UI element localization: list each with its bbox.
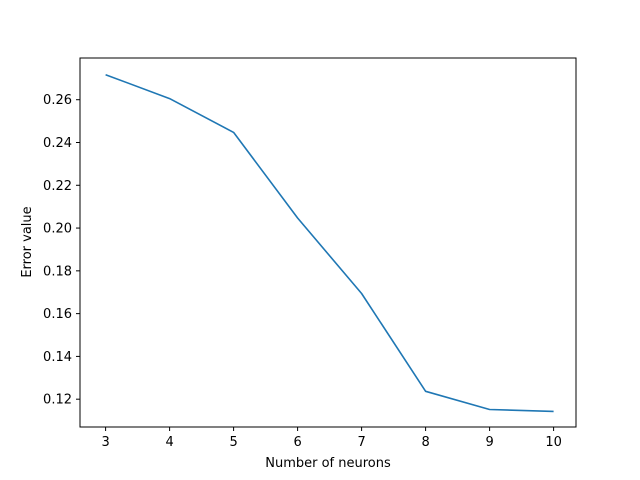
y-tick-label: 0.16	[43, 307, 72, 322]
y-tick-label: 0.24	[43, 136, 72, 151]
y-tick-label: 0.26	[43, 93, 72, 108]
x-tick-label: 6	[293, 435, 301, 450]
y-tick-label: 0.12	[43, 393, 72, 408]
x-tick-label: 5	[229, 435, 237, 450]
x-axis-ticks: 3 4 5 6 7 8 9 10	[101, 427, 562, 450]
x-tick-label: 7	[357, 435, 365, 450]
plot-frame	[79, 57, 577, 428]
series-layer	[105, 73, 554, 413]
x-axis-label: Number of neurons	[265, 456, 391, 471]
x-tick-label: 4	[165, 435, 173, 450]
y-tick-label: 0.18	[43, 264, 72, 279]
x-tick-label: 8	[421, 435, 429, 450]
y-tick-label: 0.14	[43, 350, 72, 365]
y-tick-label: 0.22	[43, 179, 72, 194]
x-tick-label: 3	[101, 435, 109, 450]
series-line	[105, 73, 554, 413]
y-axis-label: Error value	[20, 206, 35, 277]
x-tick-label: 10	[545, 435, 562, 450]
y-axis-ticks: 0.12 0.14 0.16 0.18 0.20 0.22 0.24 0.26	[43, 93, 80, 408]
y-tick-label: 0.20	[43, 222, 72, 237]
plot-background	[80, 58, 576, 427]
x-tick-label: 9	[485, 435, 493, 450]
